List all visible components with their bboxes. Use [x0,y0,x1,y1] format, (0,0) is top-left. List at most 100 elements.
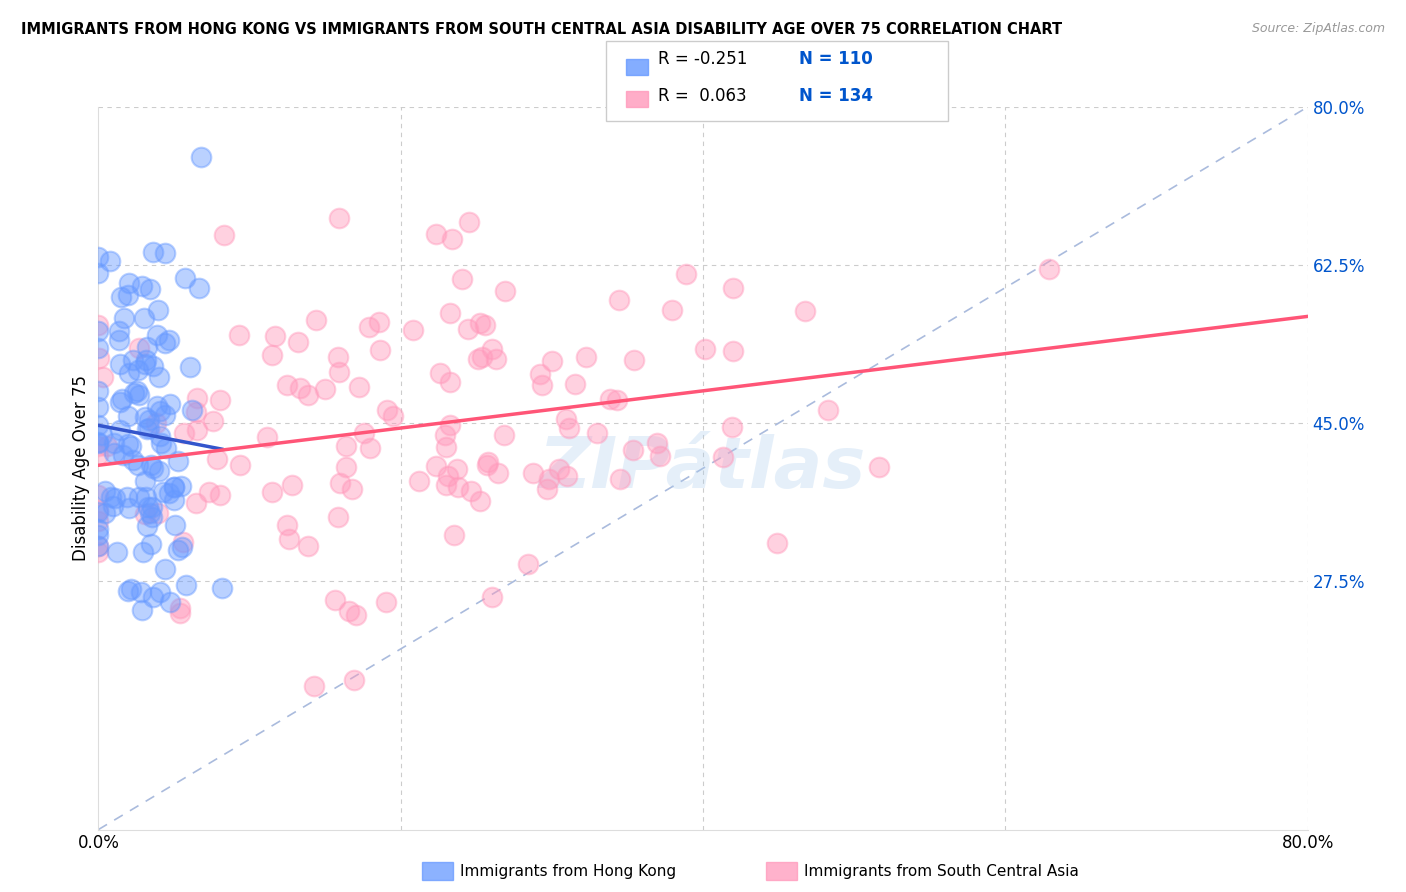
Point [425,227,447,242]
Point [87,528,110,542]
Point [87,324,110,338]
Point [87,341,110,355]
Point [155,441,177,455]
Point [460,483,482,498]
Point [157,485,180,500]
Point [169,606,191,620]
Point [159,595,181,609]
Point [457,215,479,229]
Point [443,528,465,542]
Point [87,514,110,528]
Point [537,472,560,486]
Point [174,577,197,591]
Point [149,585,172,599]
Point [142,359,165,373]
Point [134,357,156,371]
Point [328,211,350,226]
Point [375,595,398,609]
Point [149,435,172,450]
Y-axis label: Disability Age Over 75: Disability Age Over 75 [72,376,90,561]
Point [87,505,110,519]
Point [648,449,671,463]
Point [138,421,160,435]
Point [91,369,114,384]
Point [695,342,717,356]
Point [344,607,367,622]
Point [329,475,352,490]
Point [87,539,110,553]
Point [118,276,141,290]
Point [447,480,470,494]
Point [439,417,461,432]
Point [723,343,745,358]
Point [141,509,163,524]
Point [148,506,170,520]
Point [517,557,540,571]
Point [446,462,468,476]
Point [607,293,630,308]
Point [87,545,110,559]
Point [541,354,564,368]
Point [481,343,503,357]
Point [87,523,110,537]
Text: R =  0.063: R = 0.063 [658,87,747,105]
Point [163,480,186,494]
Point [146,327,169,342]
Point [408,474,430,488]
Point [441,232,464,246]
Point [228,458,250,472]
Point [108,333,131,347]
Point [474,318,496,333]
Point [555,468,578,483]
Point [335,460,357,475]
Point [155,408,177,422]
Point [451,272,474,286]
Point [132,544,155,558]
Point [187,280,209,294]
Point [127,363,149,377]
Point [94,484,117,499]
Point [165,517,187,532]
Point [103,499,125,513]
Point [494,428,516,442]
Point [129,584,152,599]
Point [328,365,350,379]
Point [139,282,162,296]
Text: R = -0.251: R = -0.251 [658,50,748,68]
Point [118,500,141,515]
Point [471,350,494,364]
Point [765,536,787,550]
Point [139,458,162,473]
Point [475,458,498,473]
Point [323,592,346,607]
Point [349,379,371,393]
Point [186,392,208,406]
Point [100,490,122,504]
Point [148,465,170,479]
Point [155,335,177,350]
Point [382,409,405,423]
Point [711,450,734,464]
Point [256,430,278,444]
Point [142,591,165,605]
Point [163,480,186,494]
Point [297,539,319,553]
Point [720,420,742,434]
Point [159,397,181,411]
Point [157,333,180,347]
Point [343,673,366,687]
Point [675,267,697,281]
Point [467,352,489,367]
Point [434,428,457,442]
Point [149,404,172,418]
Text: N = 110: N = 110 [799,50,872,68]
Point [105,545,128,559]
Point [359,441,381,455]
Point [264,329,287,343]
Point [661,302,683,317]
Point [335,439,357,453]
Point [103,436,125,450]
Point [555,412,578,426]
Point [87,436,110,450]
Point [145,400,167,414]
